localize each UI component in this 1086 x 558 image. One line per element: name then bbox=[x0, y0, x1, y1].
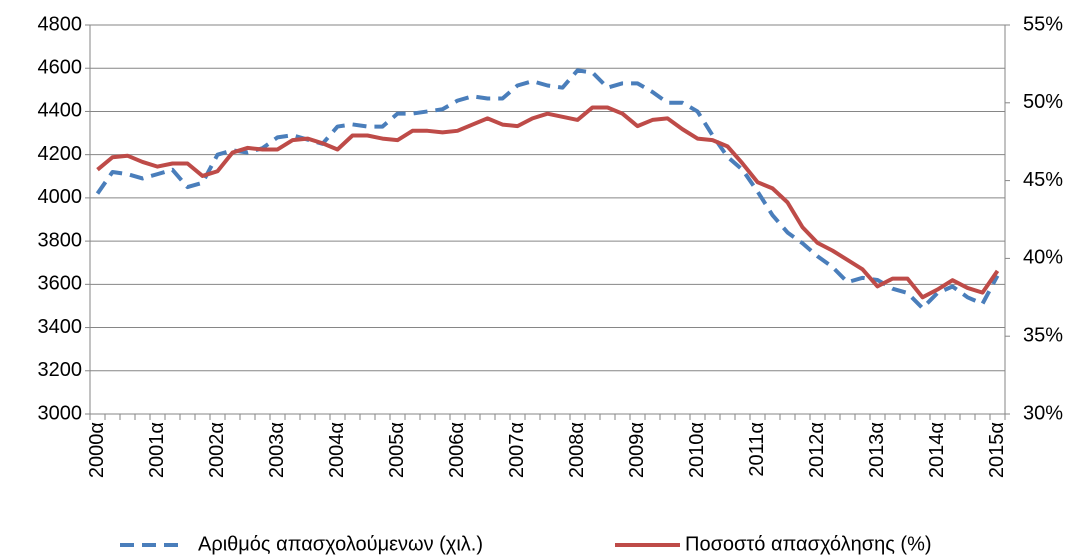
x-tick-label: 2013α bbox=[866, 422, 888, 478]
y2-tick-label: 45% bbox=[1023, 169, 1063, 191]
series-line bbox=[95, 68, 1000, 311]
y2-tick-label: 55% bbox=[1023, 13, 1063, 35]
y-tick-label: 4600 bbox=[38, 57, 83, 79]
y-tick-label: 4200 bbox=[38, 143, 83, 165]
series-line bbox=[96, 105, 1000, 300]
x-tick-label: 2015α bbox=[986, 422, 1008, 478]
x-tick-label: 2014α bbox=[926, 422, 948, 478]
x-tick-label: 2012α bbox=[806, 422, 828, 478]
y-tick-label: 3400 bbox=[38, 316, 83, 338]
x-tick-label: 2003α bbox=[266, 422, 288, 478]
x-tick-label: 2004α bbox=[326, 422, 348, 478]
y-tick-label: 3600 bbox=[38, 273, 83, 295]
y2-tick-label: 50% bbox=[1023, 91, 1063, 113]
x-tick-label: 2000α bbox=[86, 422, 108, 478]
x-tick-label: 2011α bbox=[746, 422, 768, 477]
y-tick-label: 3800 bbox=[38, 229, 83, 251]
legend-label: Αριθμός απασχολούμενων (χιλ.) bbox=[198, 533, 483, 555]
y-tick-label: 4400 bbox=[38, 100, 83, 122]
x-tick-label: 2007α bbox=[506, 422, 528, 478]
y-tick-label: 4800 bbox=[38, 13, 83, 35]
y2-tick-label: 40% bbox=[1023, 247, 1063, 269]
x-tick-label: 2009α bbox=[626, 422, 648, 478]
y-tick-label: 4000 bbox=[38, 186, 83, 208]
y2-tick-label: 30% bbox=[1023, 402, 1063, 424]
y-tick-label: 3200 bbox=[38, 359, 83, 381]
x-tick-label: 2010α bbox=[686, 422, 708, 478]
x-tick-label: 2005α bbox=[386, 422, 408, 478]
legend-label: Ποσοστό απασχόλησης (%) bbox=[685, 533, 932, 555]
y2-tick-label: 35% bbox=[1023, 324, 1063, 346]
x-tick-label: 2001α bbox=[146, 422, 168, 478]
y-tick-label: 3000 bbox=[38, 402, 83, 424]
x-tick-label: 2006α bbox=[446, 422, 468, 478]
x-tick-label: 2002α bbox=[206, 422, 228, 478]
x-tick-label: 2008α bbox=[566, 422, 588, 478]
